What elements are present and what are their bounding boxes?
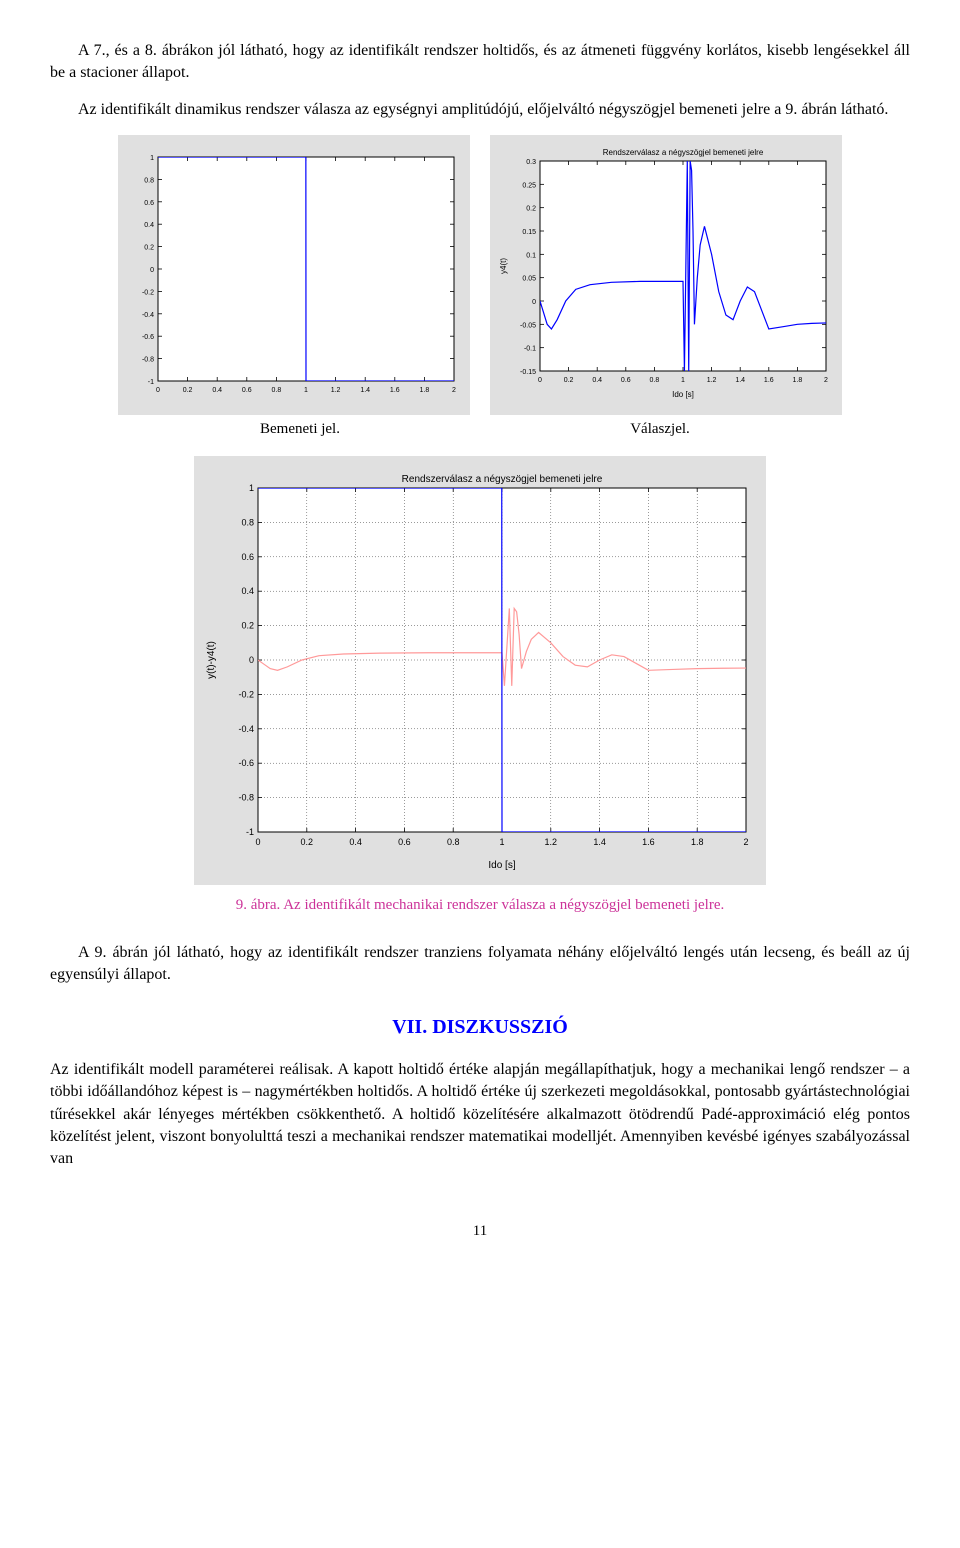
chart-captions-row: Bemeneti jel. Válaszjel. (50, 419, 910, 440)
svg-text:-0.8: -0.8 (142, 357, 154, 364)
svg-text:0.8: 0.8 (650, 377, 660, 384)
svg-text:1: 1 (681, 377, 685, 384)
svg-text:1.8: 1.8 (420, 387, 430, 394)
svg-text:2: 2 (743, 837, 748, 847)
svg-text:1: 1 (499, 837, 504, 847)
svg-text:2: 2 (824, 377, 828, 384)
svg-text:0.4: 0.4 (241, 586, 254, 596)
svg-text:Rendszerválasz a négyszögjel b: Rendszerválasz a négyszögjel bemeneti je… (402, 474, 603, 485)
svg-text:0: 0 (538, 377, 542, 384)
svg-text:0.05: 0.05 (522, 276, 536, 283)
svg-text:-1: -1 (148, 379, 154, 386)
svg-text:1.2: 1.2 (331, 387, 341, 394)
paragraph-1: A 7., és a 8. ábrákon jól látható, hogy … (50, 40, 910, 85)
svg-text:0.6: 0.6 (242, 387, 252, 394)
svg-text:0.8: 0.8 (272, 387, 282, 394)
svg-text:0.2: 0.2 (144, 245, 154, 252)
svg-text:-0.6: -0.6 (142, 334, 154, 341)
svg-text:0.6: 0.6 (398, 837, 411, 847)
svg-text:0: 0 (249, 655, 254, 665)
section-heading: VII. DISZKUSSZIÓ (50, 1013, 910, 1041)
svg-text:1.4: 1.4 (735, 377, 745, 384)
svg-text:0.2: 0.2 (241, 620, 254, 630)
svg-text:1: 1 (304, 387, 308, 394)
svg-text:0.4: 0.4 (212, 387, 222, 394)
svg-text:Ido [s]: Ido [s] (488, 860, 515, 871)
svg-text:0.8: 0.8 (144, 178, 154, 185)
svg-text:0.6: 0.6 (241, 551, 254, 561)
chart-combined: 0 0.2 0.4 0.6 0.8 1 1.2 1.4 1.6 1.8 2 -1 -0.8 -0.6 -0.… (194, 456, 766, 885)
svg-text:1.6: 1.6 (390, 387, 400, 394)
svg-text:Rendszerválasz a négyszögjel b: Rendszerválasz a négyszögjel bemeneti je… (603, 148, 764, 157)
svg-text:0.4: 0.4 (144, 222, 154, 229)
svg-text:1.8: 1.8 (691, 837, 704, 847)
paragraph-3: A 9. ábrán jól látható, hogy az identifi… (50, 942, 910, 987)
svg-text:0.1: 0.1 (526, 253, 536, 260)
top-chart-row: 0 0.2 0.4 0.6 0.8 1 1.2 1.4 1.6 1.8 2 -1 -0.8 -0.6 -0.… (50, 135, 910, 414)
caption-input: Bemeneti jel. (130, 419, 470, 440)
svg-text:y4(t): y4(t) (499, 258, 508, 274)
svg-text:-0.05: -0.05 (520, 323, 536, 330)
svg-text:1.2: 1.2 (545, 837, 558, 847)
chart-response-signal: 0 0.2 0.4 0.6 0.8 1 1.2 1.4 1.6 1.8 2 -0.15 -0.1 -0.0… (490, 135, 842, 414)
svg-text:0.4: 0.4 (349, 837, 362, 847)
svg-text:1.6: 1.6 (642, 837, 655, 847)
svg-text:0.4: 0.4 (592, 377, 602, 384)
svg-text:-0.15: -0.15 (520, 369, 536, 376)
svg-text:1.4: 1.4 (593, 837, 606, 847)
svg-text:y(t)-y4(t): y(t)-y4(t) (206, 641, 217, 679)
svg-text:-0.4: -0.4 (142, 312, 154, 319)
svg-text:-0.2: -0.2 (142, 290, 154, 297)
svg-text:0.2: 0.2 (183, 387, 193, 394)
svg-text:0: 0 (532, 299, 536, 306)
paragraph-2: Az identifikált dinamikus rendszer válas… (50, 99, 910, 121)
svg-text:0: 0 (150, 267, 154, 274)
svg-text:-0.6: -0.6 (238, 758, 254, 768)
svg-text:0: 0 (255, 837, 260, 847)
svg-text:1.2: 1.2 (707, 377, 717, 384)
svg-text:0.2: 0.2 (301, 837, 314, 847)
svg-text:0.3: 0.3 (526, 159, 536, 166)
svg-text:0.2: 0.2 (526, 206, 536, 213)
svg-text:1.4: 1.4 (360, 387, 370, 394)
svg-text:0: 0 (156, 387, 160, 394)
svg-text:0.15: 0.15 (522, 229, 536, 236)
svg-text:0.6: 0.6 (144, 200, 154, 207)
svg-text:Ido [s]: Ido [s] (672, 390, 694, 399)
figure-caption: 9. ábra. Az identifikált mechanikai rend… (50, 895, 910, 916)
svg-text:0.8: 0.8 (241, 517, 254, 527)
svg-text:-0.2: -0.2 (238, 689, 254, 699)
svg-text:1.6: 1.6 (764, 377, 774, 384)
paragraph-4: Az identifikált modell paraméterei reáli… (50, 1059, 910, 1171)
svg-text:1.8: 1.8 (793, 377, 803, 384)
svg-text:0.6: 0.6 (621, 377, 631, 384)
svg-text:-1: -1 (246, 827, 254, 837)
svg-text:1: 1 (249, 483, 254, 493)
chart-input-signal: 0 0.2 0.4 0.6 0.8 1 1.2 1.4 1.6 1.8 2 -1 -0.8 -0.6 -0.… (118, 135, 470, 414)
svg-text:1: 1 (150, 155, 154, 162)
svg-text:0.2: 0.2 (564, 377, 574, 384)
svg-text:0.25: 0.25 (522, 183, 536, 190)
caption-response: Válaszjel. (490, 419, 830, 440)
svg-text:2: 2 (452, 387, 456, 394)
svg-text:-0.8: -0.8 (238, 792, 254, 802)
svg-text:-0.1: -0.1 (524, 346, 536, 353)
page-number: 11 (50, 1221, 910, 1242)
svg-text:-0.4: -0.4 (238, 723, 254, 733)
svg-text:0.8: 0.8 (447, 837, 460, 847)
